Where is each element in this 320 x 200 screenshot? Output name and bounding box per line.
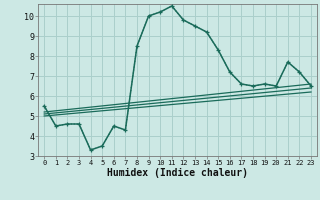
X-axis label: Humidex (Indice chaleur): Humidex (Indice chaleur)	[107, 168, 248, 178]
